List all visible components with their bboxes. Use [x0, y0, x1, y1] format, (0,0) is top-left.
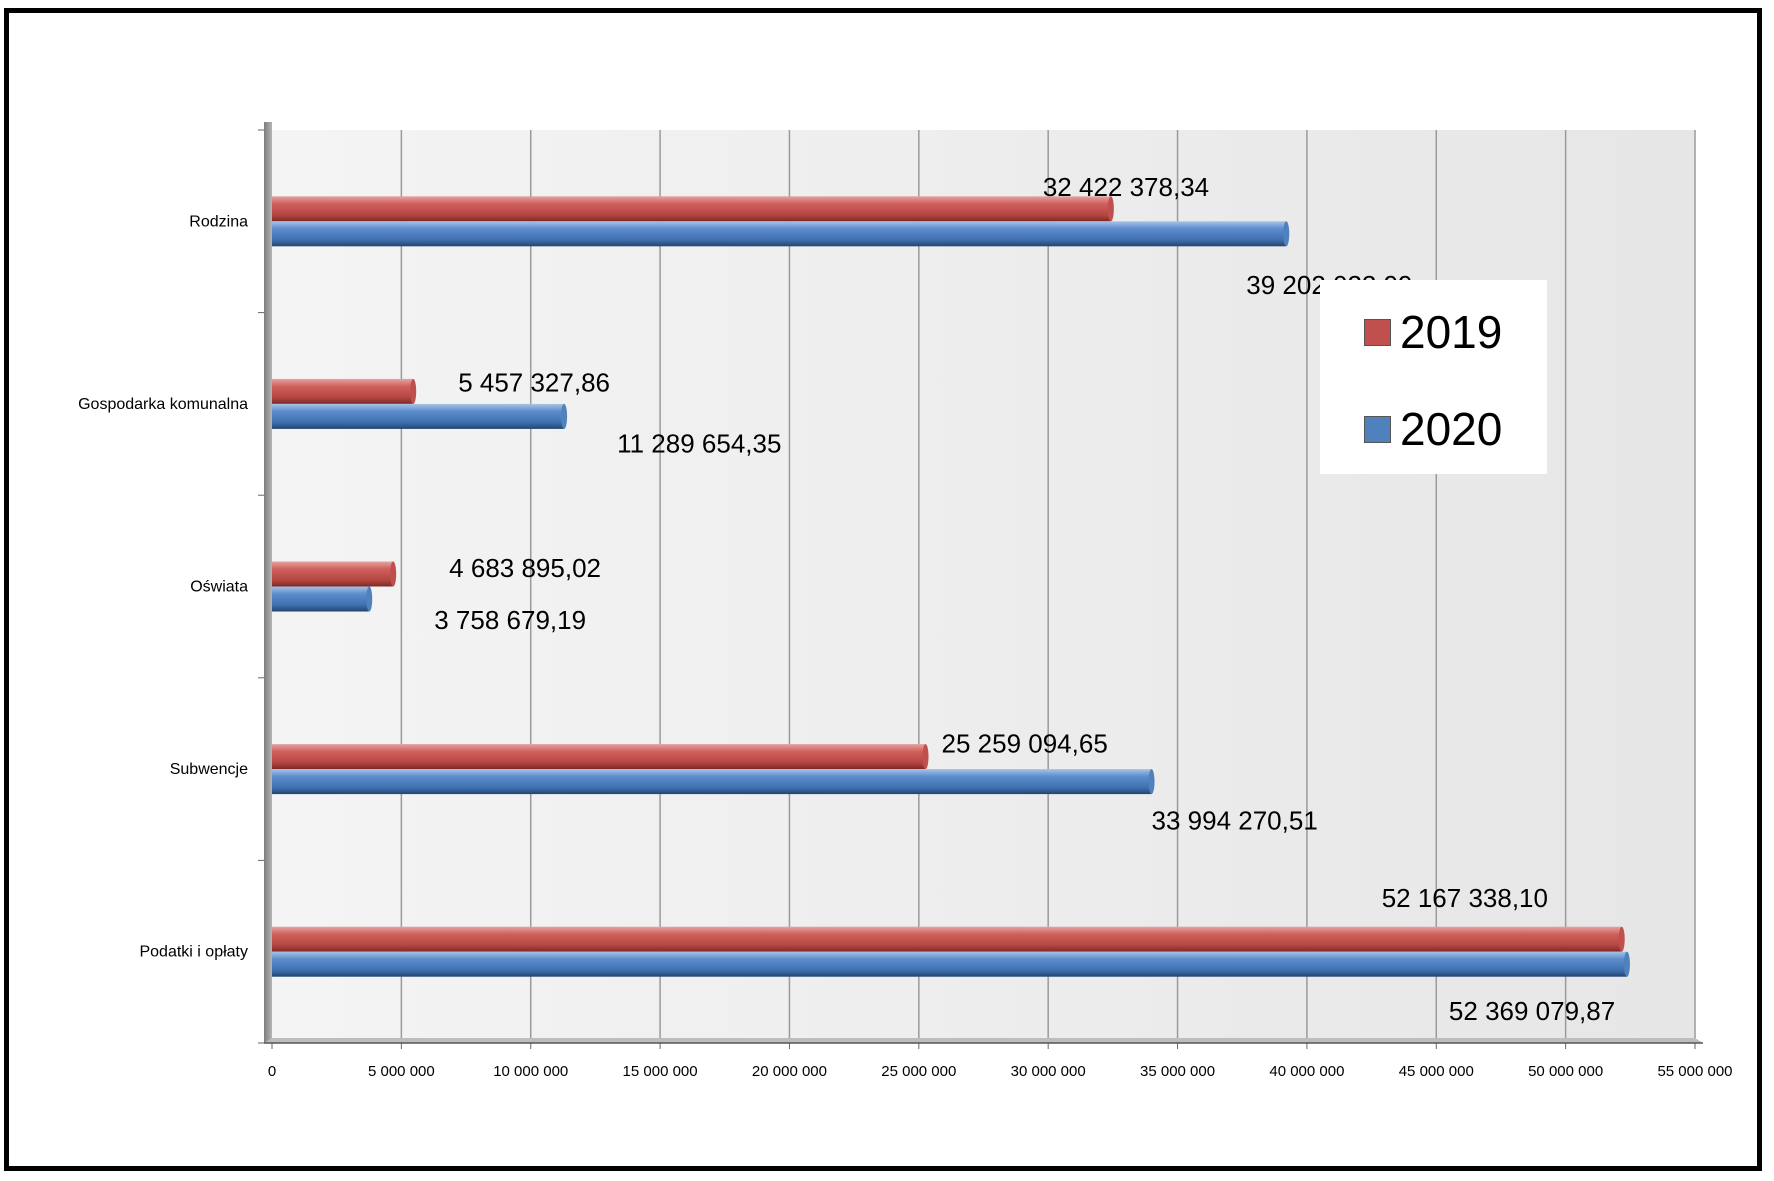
bar-cap-2020-subwencje	[1148, 769, 1155, 795]
legend-item-2020: 2020	[1364, 406, 1502, 452]
y-tick-label-gospodarka-komunalna: Gospodarka komunalna	[78, 396, 248, 413]
grid-lines	[400, 130, 1696, 1043]
bar-2019-oswiata	[272, 561, 394, 587]
legend-label-2020: 2020	[1400, 403, 1503, 455]
axes: 0 5 000 000 10 000 000 15 000 000 20 000 000…	[78, 122, 1733, 1080]
x-tick-label: 15 000 000	[623, 1063, 698, 1080]
bar-cap-2020-rodzina	[1283, 221, 1290, 247]
x-tick-label: 55 000 000	[1657, 1063, 1732, 1080]
bar-cap-2020-oswiata	[366, 586, 373, 612]
bar-2020-oswiata	[272, 586, 370, 612]
data-label-2020-oswiata: 3 758 679,19	[434, 605, 586, 635]
y-tick-label-oswiata: Oświata	[190, 579, 248, 596]
bar-2019-gospodarka-komunalna	[272, 378, 414, 404]
x-tick-label: 25 000 000	[881, 1063, 956, 1080]
bar-cap-2019-rodzina	[1107, 196, 1114, 222]
y-tick-label-rodzina: Rodzina	[189, 213, 248, 230]
bar-cap-2020-podatki-i-oplaty	[1623, 951, 1630, 977]
data-label-2019-rodzina: 32 422 378,34	[1043, 172, 1209, 202]
x-axis-floor	[264, 1038, 1703, 1043]
data-label-2019-subwencje: 25 259 094,65	[942, 729, 1108, 759]
legend-swatch-2020	[1364, 415, 1391, 443]
bar-2019-subwencje	[272, 744, 926, 770]
legend: 2019 2020	[1320, 280, 1547, 474]
x-tick-label: 10 000 000	[493, 1063, 568, 1080]
legend-swatch-2019	[1364, 318, 1391, 346]
bar-2020-podatki-i-oplaty	[272, 951, 1627, 977]
bars	[272, 196, 1630, 977]
bar-cap-2020-gospodarka-komunalna	[561, 403, 568, 429]
bar-2020-gospodarka-komunalna	[272, 403, 565, 429]
x-tick-label: 5 000 000	[368, 1063, 435, 1080]
bar-2020-rodzina	[272, 221, 1287, 247]
bar-2019-podatki-i-oplaty	[272, 926, 1622, 952]
y-tick-label-podatki-i-oplaty: Podatki i opłaty	[139, 944, 248, 961]
bar-cap-2019-gospodarka-komunalna	[410, 378, 417, 404]
data-label-2020-subwencje: 33 994 270,51	[1152, 806, 1318, 836]
data-label-2020-podatki-i-oplaty: 52 369 079,87	[1449, 996, 1615, 1026]
bar-2020-subwencje	[272, 769, 1152, 795]
bar-cap-2019-subwencje	[922, 744, 929, 770]
bar-cap-2019-oswiata	[390, 561, 397, 587]
x-tick-label: 45 000 000	[1399, 1063, 1474, 1080]
bar-cap-2019-podatki-i-oplaty	[1618, 926, 1625, 952]
x-tick-label: 0	[268, 1063, 276, 1080]
x-tick-label: 30 000 000	[1011, 1063, 1086, 1080]
x-tick-label: 35 000 000	[1140, 1063, 1215, 1080]
data-label-2019-oswiata: 4 683 895,02	[449, 553, 601, 583]
bar-2019-rodzina	[272, 196, 1111, 222]
x-tick-label: 50 000 000	[1528, 1063, 1603, 1080]
y-axis-wall	[264, 122, 272, 1043]
data-label-2020-gospodarka-komunalna: 11 289 654,35	[617, 428, 781, 458]
data-label-2019-podatki-i-oplaty: 52 167 338,10	[1382, 883, 1548, 913]
data-labels: 52 167 338,10 52 369 079,87 25 259 094,65 3…	[434, 172, 1615, 1026]
legend-item-2019: 2019	[1364, 309, 1502, 355]
legend-label-2019: 2019	[1400, 306, 1503, 358]
data-label-2019-gospodarka-komunalna: 5 457 327,86	[458, 367, 610, 397]
y-tick-label-subwencje: Subwencje	[170, 761, 248, 778]
x-tick-label: 40 000 000	[1269, 1063, 1344, 1080]
x-tick-label: 20 000 000	[752, 1063, 827, 1080]
